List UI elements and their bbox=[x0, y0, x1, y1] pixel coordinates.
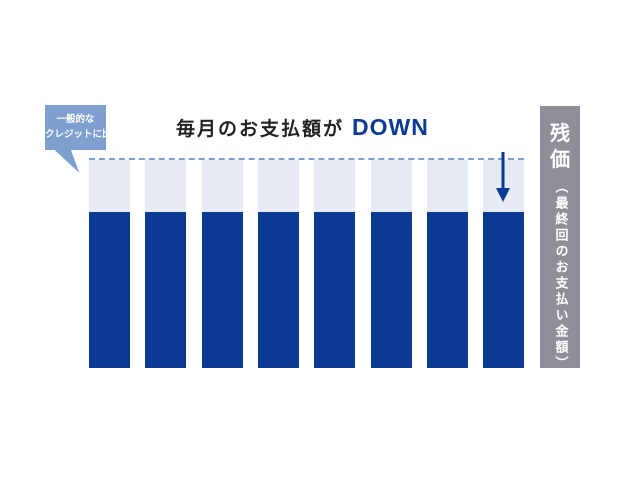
residual-value-box: 残価 （最終回のお支払い金額） bbox=[540, 106, 580, 372]
standard-payment-line bbox=[89, 158, 524, 160]
reduced-payment-fill bbox=[257, 212, 299, 368]
payment-bar bbox=[426, 160, 468, 368]
reduced-payment-fill bbox=[426, 212, 468, 368]
reduced-payment-fill bbox=[483, 212, 525, 368]
reduced-payment-fill bbox=[89, 212, 130, 368]
residual-title: 残価 bbox=[550, 121, 570, 171]
payment-bar bbox=[145, 160, 187, 368]
payment-bar bbox=[257, 160, 299, 368]
payment-bar bbox=[370, 160, 412, 368]
reduced-payment-fill bbox=[370, 212, 412, 368]
bubble-tail bbox=[53, 149, 80, 173]
down-arrow-icon bbox=[496, 152, 510, 202]
reduced-payment-fill bbox=[314, 212, 356, 368]
headline: 毎月のお支払額が DOWN bbox=[176, 114, 429, 141]
payment-bars bbox=[89, 160, 525, 368]
bubble-line-2: クレジットに比べ bbox=[45, 129, 122, 140]
residual-note: （最終回のお支払い金額） bbox=[552, 180, 568, 372]
reduced-payment-fill bbox=[201, 212, 243, 368]
bubble-line-1: 一般的な bbox=[56, 114, 95, 125]
comparison-bubble: 一般的な クレジットに比べ bbox=[45, 105, 122, 150]
headline-emphasis: DOWN bbox=[352, 114, 429, 140]
payment-bar bbox=[314, 160, 356, 368]
payment-bar bbox=[89, 160, 130, 368]
payment-bar bbox=[201, 160, 243, 368]
reduced-payment-fill bbox=[145, 212, 187, 368]
headline-text: 毎月のお支払額が bbox=[176, 118, 345, 140]
